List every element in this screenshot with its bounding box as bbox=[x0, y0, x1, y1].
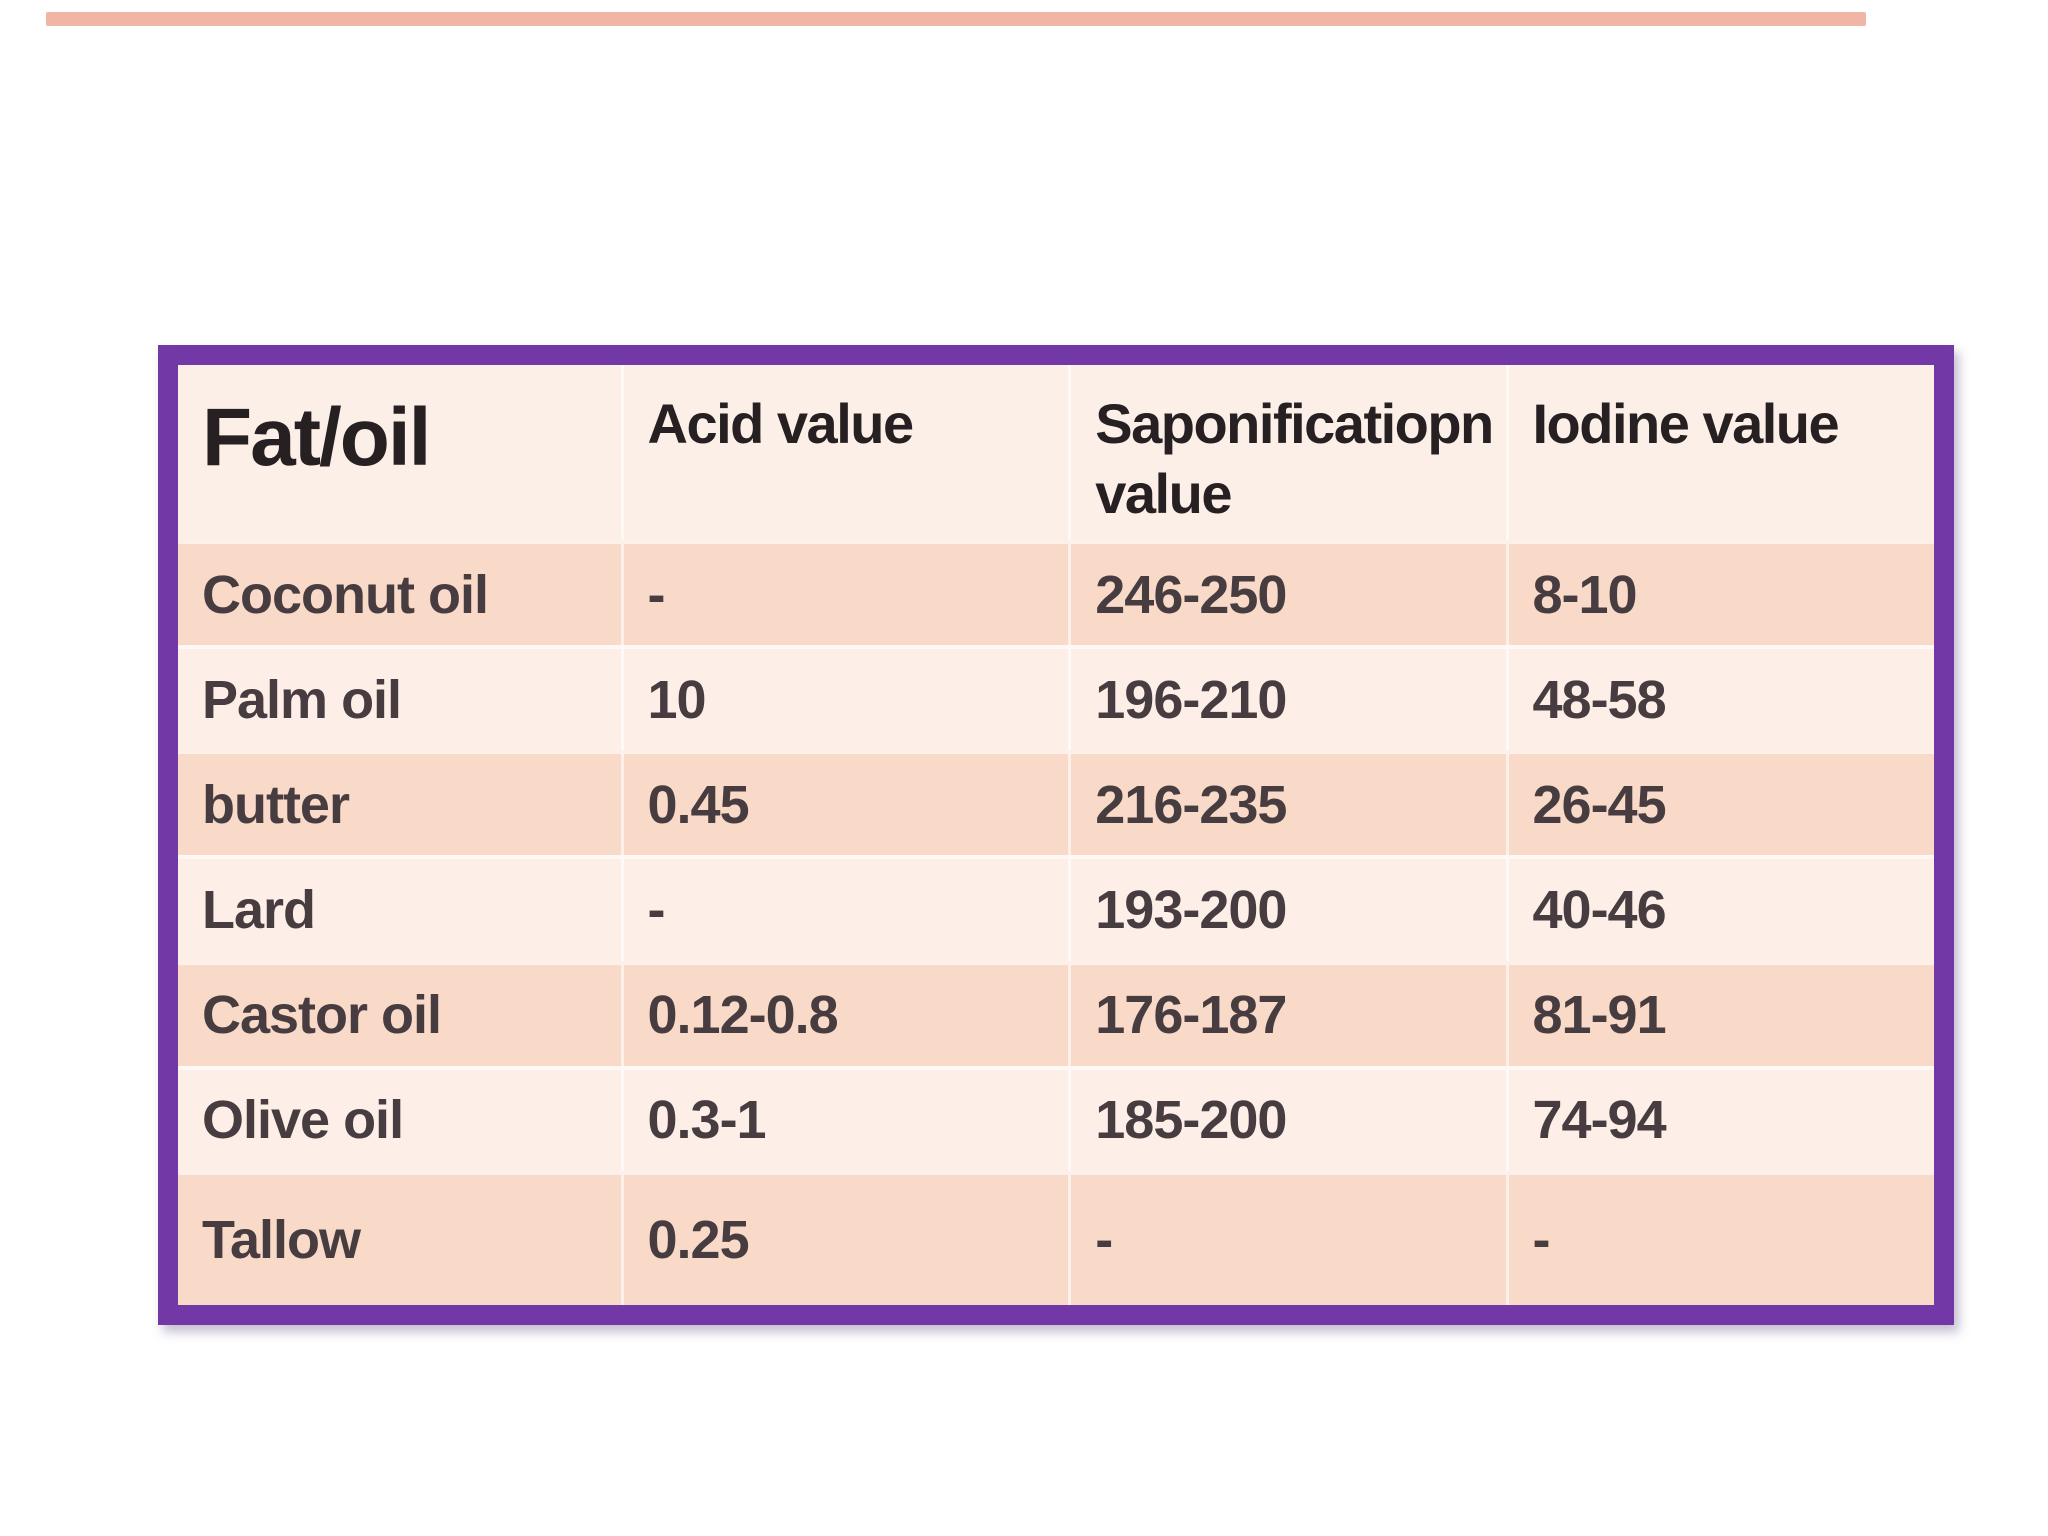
row-label-cell: butter bbox=[178, 750, 621, 856]
table-cell: 48-58 bbox=[1505, 645, 1934, 751]
table-cell: 26-45 bbox=[1505, 750, 1934, 856]
table-cell: 74-94 bbox=[1505, 1065, 1934, 1171]
header-cell-saponification-value: Saponificatiopn value bbox=[1068, 365, 1506, 540]
header-cell-fat-oil: Fat/oil bbox=[178, 365, 621, 540]
row-label-cell: Palm oil bbox=[178, 645, 621, 751]
row-label-cell: Coconut oil bbox=[178, 540, 621, 646]
table-cell: - bbox=[620, 540, 1069, 646]
row-label-cell: Lard bbox=[178, 855, 621, 961]
table-cell: 0.3-1 bbox=[620, 1065, 1069, 1171]
table-cell: 216-235 bbox=[1068, 750, 1506, 856]
table-cell: - bbox=[620, 855, 1069, 961]
table-cell: 196-210 bbox=[1068, 645, 1506, 751]
table-cell: 176-187 bbox=[1068, 960, 1506, 1066]
row-label-cell: Castor oil bbox=[178, 960, 621, 1066]
table-cell: 0.45 bbox=[620, 750, 1069, 856]
header-cell-iodine-value: Iodine value bbox=[1505, 365, 1934, 540]
top-accent-bar bbox=[46, 12, 1866, 26]
row-label-cell: Olive oil bbox=[178, 1065, 621, 1171]
header-cell-acid-value: Acid value bbox=[620, 365, 1069, 540]
table-cell: 246-250 bbox=[1068, 540, 1506, 646]
table-cell: 8-10 bbox=[1505, 540, 1934, 646]
row-label-cell: Tallow bbox=[178, 1170, 621, 1305]
table-cell: 81-91 bbox=[1505, 960, 1934, 1066]
table-grid: Fat/oil Acid value Saponificatiopn value… bbox=[178, 365, 1934, 1305]
table-cell: - bbox=[1068, 1170, 1506, 1305]
fats-oils-table: Fat/oil Acid value Saponificatiopn value… bbox=[158, 345, 1954, 1325]
table-cell: 40-46 bbox=[1505, 855, 1934, 961]
table-cell: 10 bbox=[620, 645, 1069, 751]
table-cell: 0.25 bbox=[620, 1170, 1069, 1305]
table-cell: 193-200 bbox=[1068, 855, 1506, 961]
table-cell: - bbox=[1505, 1170, 1934, 1305]
table-cell: 0.12-0.8 bbox=[620, 960, 1069, 1066]
table-cell: 185-200 bbox=[1068, 1065, 1506, 1171]
